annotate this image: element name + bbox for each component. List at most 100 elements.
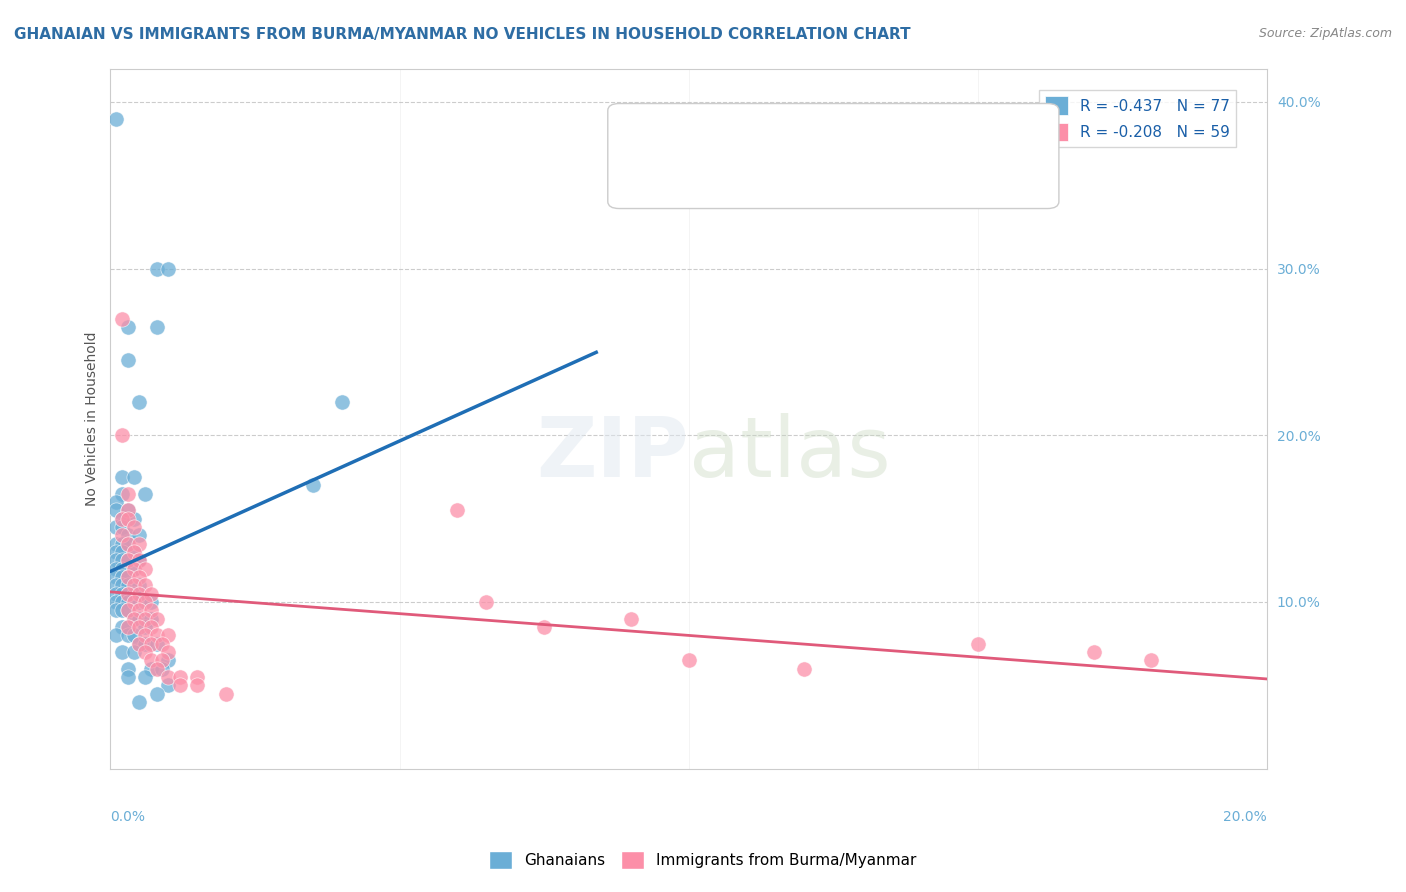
Point <box>117 603 139 617</box>
Point <box>122 645 145 659</box>
Point <box>128 595 150 609</box>
Point <box>134 645 156 659</box>
Point <box>128 603 150 617</box>
Point <box>117 603 139 617</box>
Text: Source: ZipAtlas.com: Source: ZipAtlas.com <box>1258 27 1392 40</box>
Point <box>330 395 353 409</box>
Point <box>128 553 150 567</box>
Point <box>169 670 191 684</box>
Point <box>111 561 134 575</box>
Point <box>111 511 134 525</box>
Point <box>678 653 700 667</box>
Point <box>117 586 139 600</box>
Point <box>128 395 150 409</box>
Point <box>117 319 139 334</box>
Point <box>139 653 162 667</box>
Text: ZIP: ZIP <box>536 413 689 494</box>
Point <box>139 586 162 600</box>
Point <box>117 586 139 600</box>
Point <box>111 570 134 584</box>
Point <box>620 611 643 625</box>
Point <box>105 570 128 584</box>
Point <box>128 553 150 567</box>
Point <box>117 353 139 368</box>
Point <box>111 603 134 617</box>
Point <box>215 687 238 701</box>
Point <box>139 637 162 651</box>
Point <box>128 578 150 592</box>
Point <box>117 503 139 517</box>
Point <box>117 553 139 567</box>
Point <box>111 620 134 634</box>
Point <box>533 620 555 634</box>
Point <box>134 620 156 634</box>
Legend: Ghanaians, Immigrants from Burma/Myanmar: Ghanaians, Immigrants from Burma/Myanmar <box>484 845 922 875</box>
Point <box>105 495 128 509</box>
Point <box>117 662 139 676</box>
Point <box>122 578 145 592</box>
Point <box>111 545 134 559</box>
Point <box>111 511 134 525</box>
Point <box>134 611 156 625</box>
Point <box>122 511 145 525</box>
Point <box>128 637 150 651</box>
Point <box>117 553 139 567</box>
Point <box>157 653 180 667</box>
Point <box>111 528 134 542</box>
Point <box>152 653 174 667</box>
Point <box>122 520 145 534</box>
Point <box>117 570 139 584</box>
Point <box>117 511 139 525</box>
Text: atlas: atlas <box>689 413 890 494</box>
Point <box>134 628 156 642</box>
Point <box>145 628 167 642</box>
Point <box>446 503 468 517</box>
Point <box>122 611 145 625</box>
Point <box>117 503 139 517</box>
Point <box>111 586 134 600</box>
Point <box>122 545 145 559</box>
Point <box>105 603 128 617</box>
Point <box>169 678 191 692</box>
Point <box>122 611 145 625</box>
Point <box>157 645 180 659</box>
Point <box>139 662 162 676</box>
Point <box>134 578 156 592</box>
Point <box>105 112 128 126</box>
Y-axis label: No Vehicles in Household: No Vehicles in Household <box>86 331 100 506</box>
Point <box>117 528 139 542</box>
Point <box>105 578 128 592</box>
Legend: R = -0.437   N = 77, R = -0.208   N = 59: R = -0.437 N = 77, R = -0.208 N = 59 <box>1039 90 1236 147</box>
Point <box>122 628 145 642</box>
Point <box>122 561 145 575</box>
Point <box>145 637 167 651</box>
FancyBboxPatch shape <box>607 103 1059 209</box>
Point <box>475 595 498 609</box>
Point <box>111 428 134 442</box>
Point <box>122 470 145 484</box>
Point <box>117 670 139 684</box>
Point <box>111 470 134 484</box>
Point <box>139 603 162 617</box>
Point <box>111 311 134 326</box>
Point <box>128 637 150 651</box>
Point <box>139 620 162 634</box>
Point <box>1140 653 1163 667</box>
Point <box>145 319 167 334</box>
Point <box>122 561 145 575</box>
Point <box>105 595 128 609</box>
Point <box>105 503 128 517</box>
Point <box>145 611 167 625</box>
Point <box>134 670 156 684</box>
Point <box>105 520 128 534</box>
Point <box>105 553 128 567</box>
Point <box>111 578 134 592</box>
Point <box>111 553 134 567</box>
Point <box>122 595 145 609</box>
Point <box>111 645 134 659</box>
Point <box>117 486 139 500</box>
Point <box>111 486 134 500</box>
Point <box>967 637 990 651</box>
Point <box>145 662 167 676</box>
Point <box>122 545 145 559</box>
